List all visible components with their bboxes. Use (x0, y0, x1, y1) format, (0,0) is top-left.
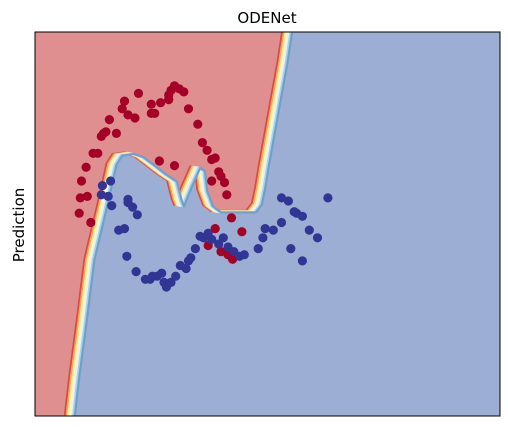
data-points (74, 81, 333, 292)
blue-point (157, 268, 167, 278)
blue-point (106, 176, 116, 186)
blue-point (190, 244, 200, 254)
red-point (226, 213, 237, 223)
blue-point (132, 210, 142, 220)
blue-point (283, 196, 293, 206)
boundary-contour-1 (63, 32, 284, 416)
red-class-region (35, 32, 288, 416)
blue-point (97, 181, 107, 191)
red-point (219, 177, 230, 188)
blue-point (181, 263, 191, 274)
red-point (210, 224, 220, 234)
red-point (197, 138, 207, 148)
boundary-contour-2 (65, 32, 286, 416)
blue-point (253, 244, 263, 254)
red-point (169, 161, 180, 171)
red-point (75, 193, 85, 203)
blue-point (260, 224, 270, 234)
blue-point (171, 271, 181, 281)
red-point (119, 96, 130, 106)
blue-point (131, 267, 141, 277)
blue-point (286, 244, 296, 254)
red-point (222, 190, 232, 200)
blue-point (114, 225, 124, 235)
blue-point (297, 211, 307, 221)
red-point (156, 98, 166, 108)
red-point (101, 127, 111, 137)
red-point (82, 191, 92, 201)
red-point (130, 113, 140, 123)
blue-point (258, 233, 268, 243)
red-point (93, 148, 103, 158)
blue-point (96, 190, 106, 200)
red-point (207, 176, 217, 186)
red-point (146, 99, 156, 109)
red-point (179, 87, 189, 97)
blue-point (268, 225, 278, 235)
blue-point (122, 251, 132, 261)
red-point (193, 119, 203, 129)
red-point (133, 88, 144, 98)
red-point (76, 176, 87, 186)
y-axis-label: Prediction (10, 188, 28, 263)
red-point (150, 108, 160, 118)
red-point (117, 104, 127, 114)
blue-point (207, 234, 217, 244)
blue-point (218, 233, 228, 243)
red-point (237, 227, 247, 237)
blue-point (186, 253, 196, 263)
red-point (210, 153, 220, 163)
plot-frame (34, 31, 501, 417)
blue-point (276, 217, 287, 228)
blue-point (103, 191, 113, 201)
red-point (154, 156, 164, 166)
red-point (74, 208, 84, 218)
red-point (123, 110, 133, 120)
blue-point (297, 256, 307, 266)
red-point (183, 104, 194, 114)
blue-point (239, 250, 249, 260)
red-point (202, 145, 212, 155)
red-point (216, 247, 226, 257)
red-point (164, 95, 174, 105)
chart-title: ODENet (237, 9, 296, 27)
red-point (86, 217, 96, 228)
blue-point (276, 193, 287, 203)
red-point (111, 128, 121, 138)
blue-point (323, 193, 333, 203)
red-point (81, 162, 91, 172)
red-point (228, 254, 238, 264)
blue-point (128, 202, 138, 212)
red-point (104, 115, 114, 125)
blue-point (312, 233, 323, 243)
blue-point (304, 225, 314, 235)
blue-point (107, 201, 117, 211)
